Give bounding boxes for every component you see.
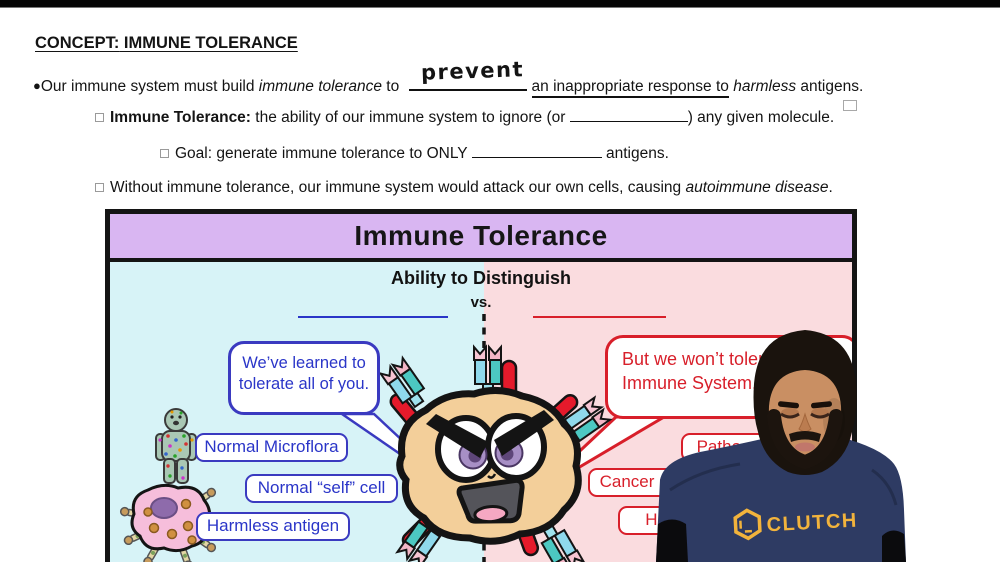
b2-text1: the ability of our immune system to igno… xyxy=(250,109,570,126)
clutch-logo-text: CLUTCH xyxy=(766,510,858,537)
b1-italic2: harmless xyxy=(728,78,797,95)
label-normal-self-cell: Normal “self” cell xyxy=(245,474,398,503)
diagram-title: Immune Tolerance xyxy=(110,214,852,262)
b1-text1: Our immune system must build xyxy=(40,78,259,95)
definition-blank xyxy=(569,108,688,122)
handwritten-blank: prevent xyxy=(408,57,527,91)
instructor-left-eye-closed xyxy=(780,412,800,419)
handwritten-answer: prevent xyxy=(420,57,524,85)
instructor-lips xyxy=(795,442,815,452)
instructor-undershirt-sleeve xyxy=(656,519,688,562)
clutch-logo: CLUTCH xyxy=(733,508,858,541)
b4-text2: . xyxy=(828,179,833,196)
red-bubble-line2: Immune System, a xyxy=(622,373,773,394)
b4-italic1: autoimmune disease xyxy=(685,179,829,196)
checkbox-square xyxy=(95,183,104,192)
b2-bold: Immune Tolerance: xyxy=(110,109,251,126)
checkbox-square xyxy=(95,113,104,122)
blue-bubble-line1: We’ve learned to xyxy=(242,354,366,372)
vs-label: vs. xyxy=(470,294,492,311)
clutch-hexagon-icon xyxy=(733,508,762,541)
b1-italic1: immune tolerance xyxy=(258,78,382,95)
goal-blank xyxy=(471,144,602,158)
instructor-undershirt-sleeve xyxy=(882,530,906,562)
text-cursor-box xyxy=(843,100,857,111)
instructor-shirt xyxy=(656,434,906,562)
instructor-figure: CLUTCH xyxy=(656,330,906,562)
instructor-right-eye-closed xyxy=(810,412,830,419)
concept-label: CONCEPT: xyxy=(35,34,120,52)
label-normal-microflora: Normal Microflora xyxy=(195,433,348,462)
label-harmless-antigen: Harmless antigen xyxy=(196,512,350,541)
video-top-bar xyxy=(0,0,1000,8)
b3-text1: Goal: generate immune tolerance to ONLY xyxy=(175,145,472,162)
bullet-marker: ● xyxy=(33,78,41,93)
red-bubble-line1: But we won’t tolerat xyxy=(622,349,780,369)
b1-text2: to xyxy=(382,78,404,95)
instructor-mustache xyxy=(789,431,821,442)
b4-text1: Without immune tolerance, our immune sys… xyxy=(110,179,686,196)
autoimmune-line: Without immune tolerance, our immune sys… xyxy=(95,179,833,197)
checkbox-square xyxy=(160,149,169,158)
b1-text3: antigens. xyxy=(796,78,864,95)
blue-bubble-line2: tolerate all of you. xyxy=(238,375,370,394)
concept-title: IMMUNE TOLERANCE xyxy=(119,34,298,52)
definition-line: Immune Tolerance: the ability of our imm… xyxy=(95,108,834,127)
b1-underlined-phrase: an inappropriate response to xyxy=(531,78,729,98)
left-blank-line xyxy=(298,316,448,318)
tolerance-speech-bubble: We’ve learned to tolerate all of you. xyxy=(228,341,380,415)
right-blank-line xyxy=(533,316,666,318)
concept-heading: CONCEPT: IMMUNE TOLERANCE xyxy=(35,34,298,53)
goal-line: Goal: generate immune tolerance to ONLY … xyxy=(160,144,669,163)
bullet-immune-tolerance-sentence: ●Our immune system must build immune tol… xyxy=(33,57,864,98)
b2-text2: ) any given molecule. xyxy=(687,109,835,126)
diagram-subtitle: Ability to Distinguish xyxy=(391,268,571,288)
b3-text2: antigens. xyxy=(601,145,669,162)
instructor-beard xyxy=(767,409,843,470)
